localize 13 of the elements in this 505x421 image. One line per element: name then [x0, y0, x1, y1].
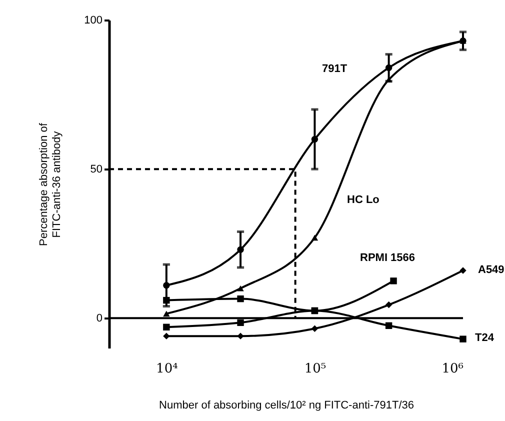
- y-tick-label: 100: [84, 14, 102, 26]
- series-label: 791T: [322, 63, 348, 75]
- x-tick-label: 10⁵: [304, 362, 326, 376]
- series-label: A549: [478, 264, 504, 276]
- y-axis-title: Percentage absorption of FITC-anti-36 antibody: [38, 122, 64, 246]
- series-label: RPMI 1566: [360, 252, 416, 264]
- x-axis-title: Number of absorbing cells/10² ng FITC-anti-791T/36: [159, 400, 414, 412]
- series-label: HC Lo: [347, 194, 380, 206]
- x-tick-label: 10⁶: [442, 362, 464, 376]
- y-tick-label: 0: [96, 312, 102, 325]
- x-tick-label: 10⁴: [156, 362, 178, 376]
- series-label: T24: [475, 332, 495, 344]
- y-tick-label: 50: [90, 164, 102, 176]
